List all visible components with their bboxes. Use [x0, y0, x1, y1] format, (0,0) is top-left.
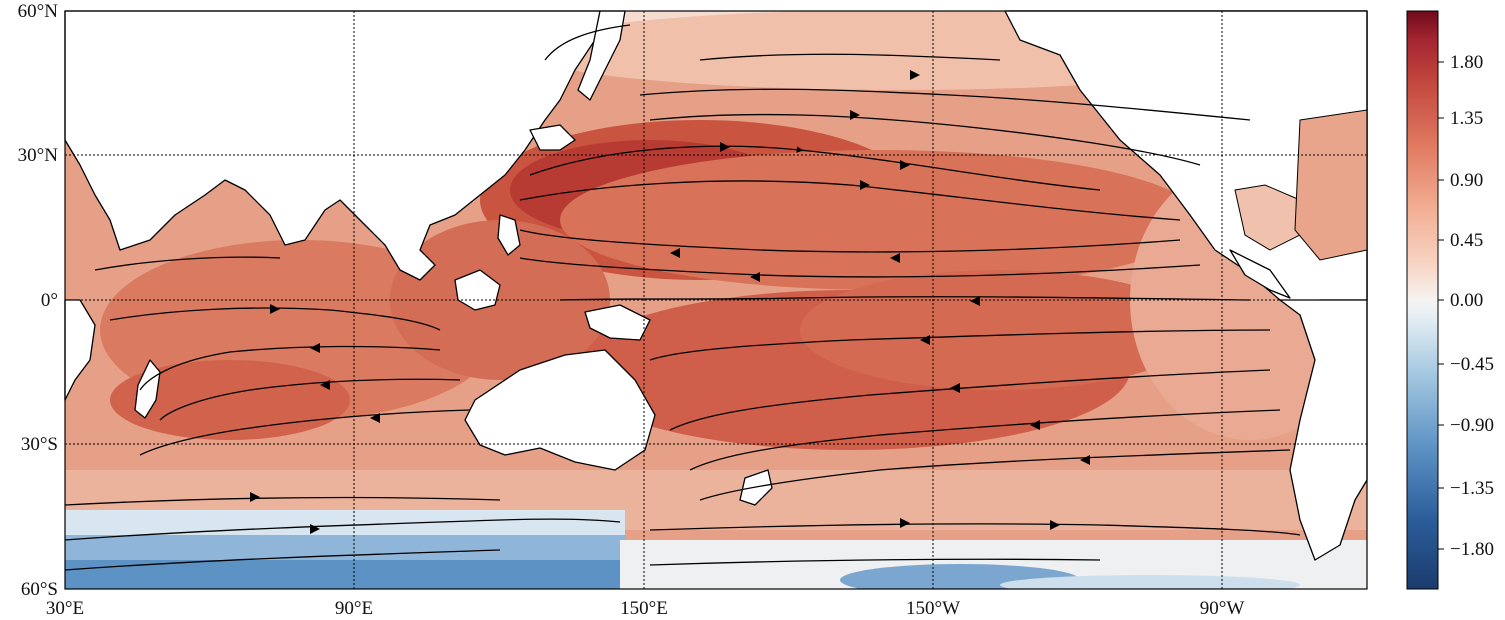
latitude-labels: 60°N 30°N 0° 30°S 60°S: [18, 1, 59, 600]
colorbar-tick-label: 0.90: [1450, 170, 1483, 191]
colorbar-tick-label: 1.80: [1450, 52, 1483, 73]
lon-label: 150°E: [620, 598, 668, 619]
streamline-arrows: [250, 70, 1090, 534]
lat-label: 60°N: [18, 1, 59, 22]
colorbar-tick-label: 0.00: [1450, 290, 1483, 311]
colorbar-tick-label: −1.35: [1450, 478, 1494, 499]
colorbar-tick-label: 0.45: [1450, 230, 1483, 251]
longitude-labels: 30°E 90°E 150°E 150°W 90°W: [46, 598, 1244, 619]
colorbar-tick-label: −1.80: [1450, 539, 1494, 560]
lat-label: 0°: [41, 290, 58, 311]
gridlines: [65, 11, 1367, 589]
colorbar: 1.80 1.35 0.90 0.45 0.00 −0.45 −0.90 −1.…: [1406, 10, 1494, 590]
map-frame: [64, 10, 1368, 590]
lon-label: 90°W: [1200, 598, 1245, 619]
lat-label: 60°S: [21, 579, 58, 600]
colorbar-scale: [1406, 10, 1439, 590]
lon-label: 30°E: [46, 598, 84, 619]
streamlines: [65, 24, 1301, 571]
lon-label: 150°W: [906, 598, 960, 619]
lat-label: 30°S: [21, 434, 58, 455]
colorbar-tick-label: −0.90: [1450, 415, 1494, 436]
colorbar-tick-label: −0.45: [1450, 354, 1494, 375]
lat-label: 30°N: [18, 145, 59, 166]
colorbar-tick-label: 1.35: [1450, 108, 1483, 129]
gulf-waters: [1234, 109, 1367, 261]
lon-label: 90°E: [335, 598, 373, 619]
